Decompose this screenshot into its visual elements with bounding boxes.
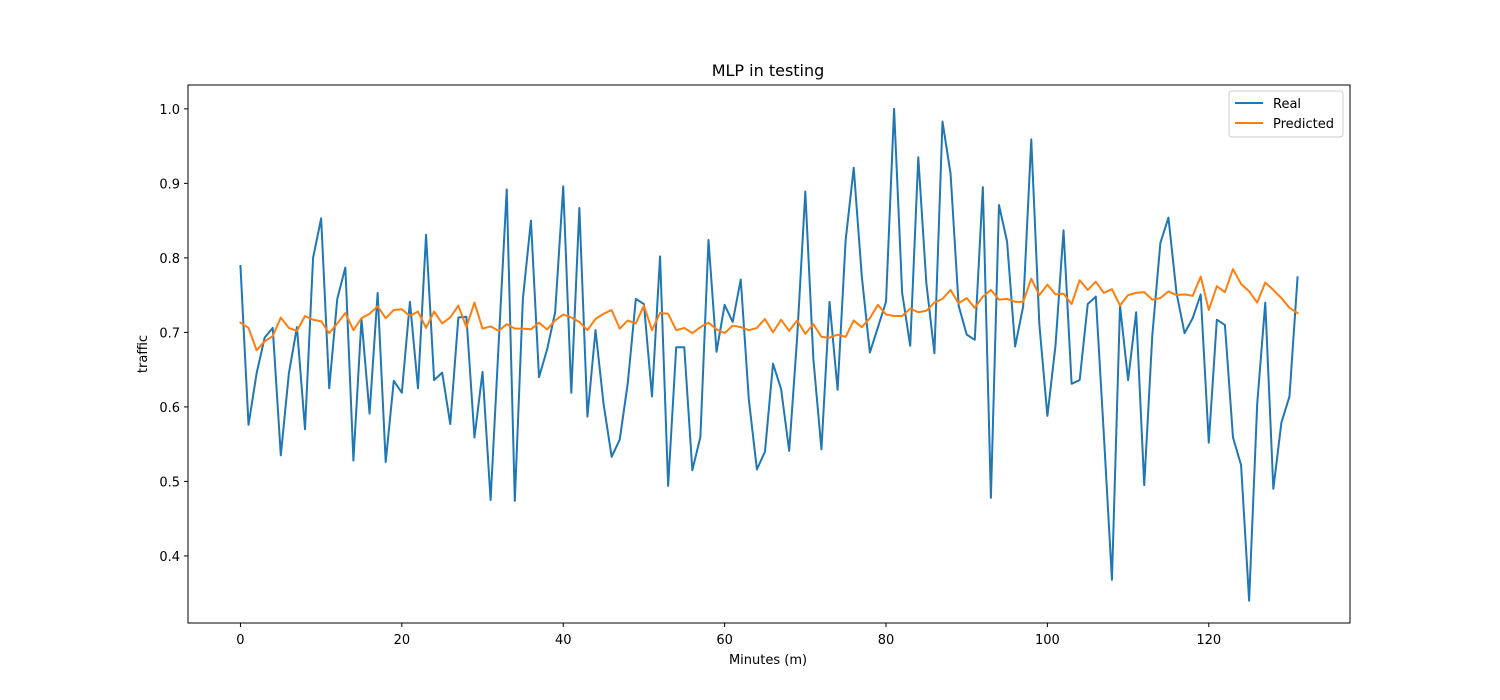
x-tick-label: 20 bbox=[394, 633, 411, 648]
x-tick-label: 60 bbox=[716, 633, 733, 648]
series-line-real bbox=[239, 107, 1299, 602]
chart-title: MLP in testing bbox=[712, 61, 825, 80]
series-line-predicted bbox=[239, 268, 1299, 352]
legend-label-predicted: Predicted bbox=[1273, 117, 1334, 132]
legend-label-real: Real bbox=[1273, 97, 1301, 112]
y-tick-label: 0.9 bbox=[159, 177, 180, 192]
y-tick-label: 0.8 bbox=[159, 252, 180, 267]
y-axis-label: traffic bbox=[136, 335, 151, 373]
x-tick-label: 100 bbox=[1035, 633, 1060, 648]
x-tick-label: 0 bbox=[236, 633, 244, 648]
axes-frame bbox=[187, 84, 1351, 624]
y-tick-label: 0.4 bbox=[159, 550, 180, 565]
y-tick-label: 1.0 bbox=[159, 103, 180, 118]
y-tick-label: 0.6 bbox=[159, 401, 180, 416]
x-tick-label: 120 bbox=[1196, 633, 1221, 648]
legend: Real Predicted bbox=[1228, 90, 1344, 138]
x-tick-label: 80 bbox=[878, 633, 895, 648]
x-axis-label: Minutes (m) bbox=[729, 653, 807, 668]
x-axis-ticks: 0 20 40 60 80 100 120 bbox=[236, 623, 1221, 648]
plot-area bbox=[187, 84, 1351, 624]
series-layer bbox=[239, 107, 1299, 602]
x-tick-label: 40 bbox=[555, 633, 572, 648]
y-tick-label: 0.7 bbox=[159, 326, 180, 341]
y-axis-ticks: 0.4 0.5 0.6 0.7 0.8 0.9 1.0 bbox=[159, 103, 188, 565]
y-tick-label: 0.5 bbox=[159, 475, 180, 490]
